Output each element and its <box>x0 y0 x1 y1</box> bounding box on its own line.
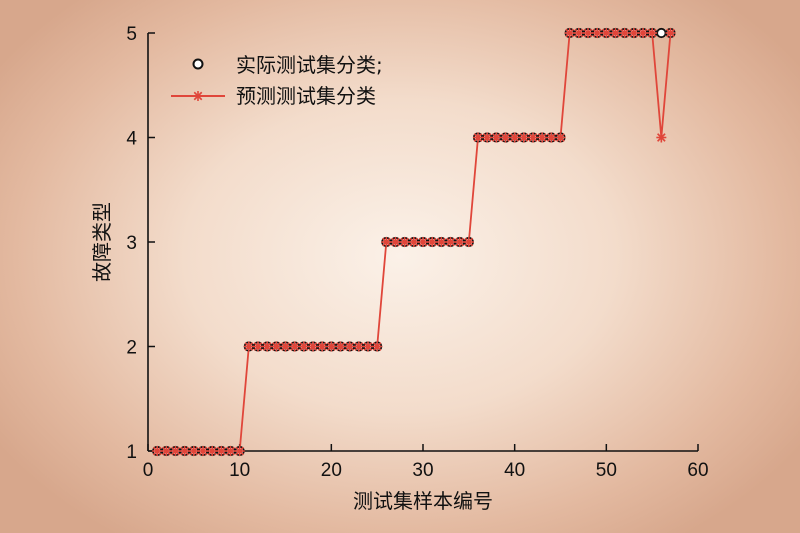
predicted-point <box>537 132 548 143</box>
legend-predicted-label: 预测测试集分类 <box>236 84 376 108</box>
predicted-point <box>601 28 612 38</box>
predicted-point <box>482 132 493 143</box>
predicted-point <box>234 446 245 456</box>
predicted-point <box>427 237 438 247</box>
legend-actual-label: 实际测试集分类; <box>236 53 383 77</box>
x-axis-title: 测试集样本编号 <box>353 489 493 513</box>
predicted-point <box>518 132 529 143</box>
predicted-point <box>528 132 538 143</box>
y-axis-title: 故障类型 <box>90 202 114 282</box>
predicted-point <box>647 28 658 38</box>
predicted-point <box>418 237 428 247</box>
predicted-point <box>454 237 465 247</box>
predicted-point <box>436 237 447 247</box>
predicted-point <box>225 446 236 456</box>
predicted-point <box>308 341 318 352</box>
predicted-point <box>473 132 483 143</box>
predicted-point <box>463 237 474 247</box>
legend-predicted-asterisk <box>193 91 203 101</box>
predicted-point <box>583 28 593 38</box>
predicted-point <box>198 446 208 456</box>
y-tick-label: 5 <box>126 24 137 45</box>
predicted-point <box>161 446 172 456</box>
legend: 实际测试集分类; 预测测试集分类 <box>171 53 383 108</box>
predicted-point <box>628 28 639 38</box>
actual-point <box>656 27 667 39</box>
predicted-point <box>390 237 401 247</box>
y-tick-label: 4 <box>126 129 137 150</box>
x-tick-label: 10 <box>229 460 250 481</box>
axes: 0 10 20 30 40 50 60 1 2 3 4 5 <box>126 24 708 481</box>
x-tick-label: 60 <box>687 460 708 481</box>
predicted-point <box>335 341 346 352</box>
legend-predicted-marker <box>193 91 203 101</box>
x-tick-label: 30 <box>412 460 433 481</box>
predicted-point <box>170 446 181 456</box>
x-tick-label: 20 <box>321 460 342 481</box>
predicted-point <box>445 237 456 247</box>
predicted-point <box>298 341 309 352</box>
legend-actual-marker <box>192 58 204 70</box>
predicted-point <box>491 132 502 143</box>
predicted-point <box>399 237 410 247</box>
predicted-point <box>381 237 392 247</box>
predicted-point <box>573 28 584 38</box>
predicted-point <box>564 28 575 38</box>
predicted-point <box>243 341 254 352</box>
predicted-point <box>610 28 621 38</box>
predicted-point <box>207 446 218 456</box>
predicted-point <box>289 341 300 352</box>
plot-area <box>152 27 676 457</box>
predicted-point <box>317 341 328 352</box>
predicted-point <box>638 28 648 38</box>
predicted-point <box>619 28 630 38</box>
predicted-point <box>188 446 199 456</box>
predicted-point <box>271 341 282 352</box>
y-tick-label: 3 <box>126 233 137 254</box>
predicted-point <box>326 341 337 352</box>
predicted-point <box>216 446 227 456</box>
predicted-point <box>363 341 373 352</box>
predicted-point <box>372 341 383 352</box>
predicted-point <box>179 446 190 456</box>
predicted-point <box>408 237 419 247</box>
predicted-point <box>262 341 273 352</box>
x-tick-label: 40 <box>504 460 525 481</box>
predicted-point <box>353 341 364 352</box>
predicted-point <box>500 132 511 143</box>
predicted-point <box>555 132 566 143</box>
predicted-point <box>152 446 163 456</box>
predicted-point <box>592 28 603 38</box>
predicted-point <box>253 341 263 352</box>
y-tick-label: 2 <box>126 338 137 359</box>
predicted-point <box>344 341 355 352</box>
y-tick-label: 1 <box>126 442 137 463</box>
predicted-point <box>665 28 676 38</box>
predicted-point <box>656 132 667 143</box>
predicted-point <box>509 132 520 143</box>
x-tick-label: 0 <box>143 460 154 481</box>
predicted-point <box>280 341 291 352</box>
x-tick-label: 50 <box>596 460 617 481</box>
predicted-point <box>546 132 557 143</box>
